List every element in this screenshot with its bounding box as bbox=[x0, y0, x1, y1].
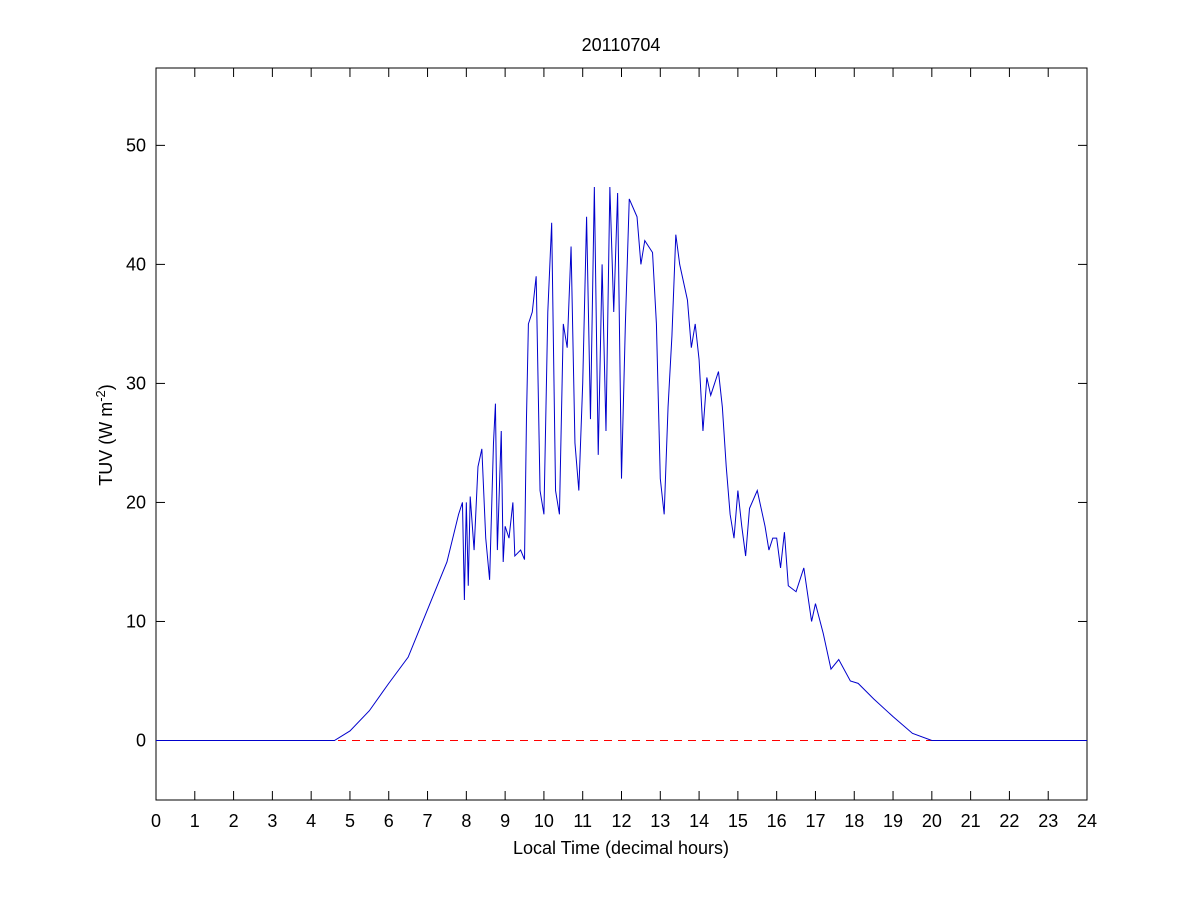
x-tick-label: 15 bbox=[728, 811, 748, 831]
x-tick-label: 4 bbox=[306, 811, 316, 831]
x-tick-label: 7 bbox=[423, 811, 433, 831]
x-tick-label: 9 bbox=[500, 811, 510, 831]
y-label-text: TUV (W m bbox=[96, 402, 116, 486]
y-label-close: ) bbox=[96, 384, 116, 390]
x-tick-label: 20 bbox=[922, 811, 942, 831]
y-tick-label: 20 bbox=[126, 492, 146, 512]
y-tick-label: 10 bbox=[126, 611, 146, 631]
x-tick-label: 1 bbox=[190, 811, 200, 831]
y-tick-label: 50 bbox=[126, 135, 146, 155]
x-tick-label: 2 bbox=[229, 811, 239, 831]
x-tick-label: 19 bbox=[883, 811, 903, 831]
x-tick-label: 24 bbox=[1077, 811, 1097, 831]
x-tick-label: 0 bbox=[151, 811, 161, 831]
data-line bbox=[156, 187, 1087, 741]
x-tick-label: 13 bbox=[650, 811, 670, 831]
y-axis-label: TUV (W m-2) bbox=[93, 384, 116, 486]
x-tick-label: 14 bbox=[689, 811, 709, 831]
chart-title: 20110704 bbox=[582, 35, 661, 55]
x-tick-label: 22 bbox=[999, 811, 1019, 831]
plot-box bbox=[155, 67, 1088, 801]
y-label-sup: -2 bbox=[93, 390, 108, 402]
x-tick-label: 3 bbox=[267, 811, 277, 831]
x-axis-label: Local Time (decimal hours) bbox=[513, 838, 729, 858]
x-tick-label: 8 bbox=[461, 811, 471, 831]
x-tick-label: 6 bbox=[384, 811, 394, 831]
x-tick-label: 17 bbox=[805, 811, 825, 831]
x-tick-label: 10 bbox=[534, 811, 554, 831]
y-tick-label: 40 bbox=[126, 254, 146, 274]
x-tick-label: 5 bbox=[345, 811, 355, 831]
x-tick-label: 16 bbox=[767, 811, 787, 831]
y-tick-label: 0 bbox=[136, 730, 146, 750]
x-tick-label: 12 bbox=[611, 811, 631, 831]
y-tick-label: 30 bbox=[126, 373, 146, 393]
x-tick-label: 21 bbox=[961, 811, 981, 831]
x-tick-label: 11 bbox=[573, 811, 592, 831]
x-tick-label: 18 bbox=[844, 811, 864, 831]
x-tick-label: 23 bbox=[1038, 811, 1058, 831]
